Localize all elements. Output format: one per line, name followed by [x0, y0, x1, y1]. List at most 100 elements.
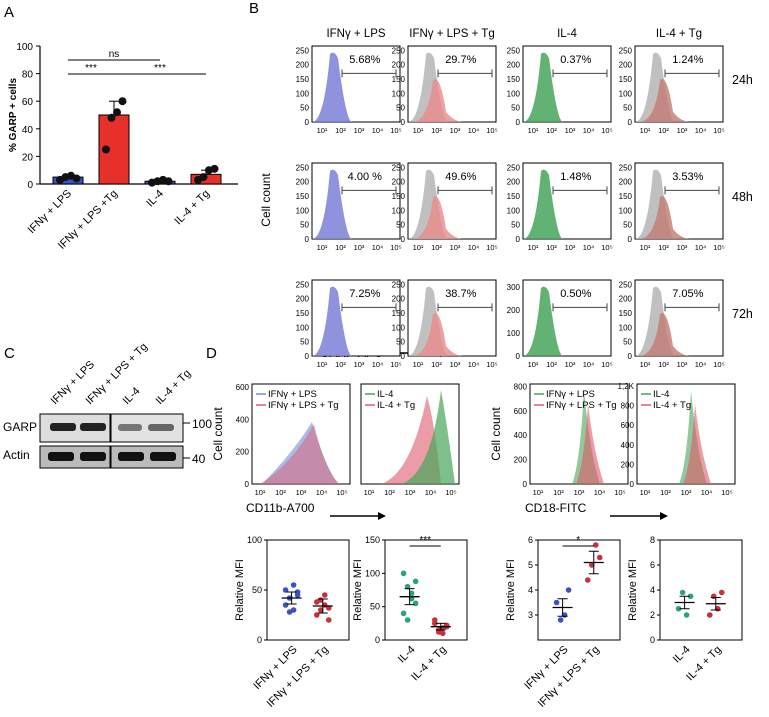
y-tick-label: 200 — [619, 61, 633, 70]
x-tick-label: 10³ — [405, 488, 416, 497]
x-tick-label: 10² — [431, 243, 442, 252]
histogram-peak-overlay — [412, 78, 464, 122]
histogram-peak — [312, 52, 352, 122]
row-label-garp: GARP — [3, 420, 37, 434]
data-point — [400, 570, 407, 577]
y-tick-label: 150 — [392, 309, 406, 318]
x-tick-label: 10³ — [354, 360, 365, 369]
data-point — [557, 617, 564, 623]
legend-label: IFNγ + LPS + Tg — [268, 400, 339, 411]
y-tick-label: 50 — [396, 221, 405, 230]
histogram-2-3: 7.05% 0 50 100 150 200 250 10¹ 10² 10³ 10⁴ 10⁵ — [619, 279, 725, 369]
histogram-peak-overlay — [639, 195, 691, 239]
x-tick-label: 10⁵ — [486, 243, 497, 252]
y-tick-label: 0 — [305, 118, 310, 127]
y-tick-label: 40 — [22, 125, 34, 136]
y-tick-label: 200 — [392, 178, 406, 187]
x-tick-label: 10⁴ — [701, 488, 713, 497]
y-tick-label: 20 — [22, 152, 34, 163]
data-point — [718, 589, 725, 596]
y-tick-label: 0 — [401, 235, 406, 244]
y-tick-label: 0 — [650, 635, 655, 645]
y-tick-label: 50 — [623, 221, 632, 230]
histogram-peak-overlay — [639, 78, 691, 122]
x-tick-label: 10¹ — [317, 126, 328, 135]
y-tick-label: 200 — [514, 456, 528, 465]
y-tick-label: 150 — [619, 309, 633, 318]
y-tick-label: 6 — [650, 560, 655, 570]
y-tick-label: 250 — [619, 163, 633, 172]
x-tick-label: 10² — [384, 488, 395, 497]
y-tick-label: 250 — [296, 280, 310, 289]
histogram-0-0: 5.68% 0 50 100 150 200 250 10¹ 10² 10³ 10⁴ 10⁵ — [296, 45, 402, 135]
legend-label: IFNγ + LPS — [268, 389, 317, 400]
y-tick-label: 200 — [296, 295, 310, 304]
mw-label-100: 100 — [192, 417, 212, 431]
x-tick-label: 10³ — [450, 360, 461, 369]
x-tick-label: 10¹ — [528, 360, 539, 369]
arrow-head — [660, 512, 668, 520]
data-point — [683, 612, 690, 618]
y-tick-label: 200 — [236, 448, 250, 457]
data-point — [317, 607, 324, 613]
x-tick-label: 10⁵ — [390, 126, 401, 135]
significance-label: *** — [154, 63, 166, 74]
y-tick-label: 8 — [650, 535, 655, 545]
y-tick-label: 1,2K — [618, 382, 635, 391]
significance-label: *** — [85, 63, 97, 74]
y-tick-label: 0 — [628, 235, 633, 244]
data-point — [118, 97, 127, 106]
significance-label: *** — [419, 535, 431, 546]
gate-percentage: 1.48% — [560, 171, 591, 183]
plot-frame — [251, 383, 351, 485]
y-tick-label: 2 — [650, 610, 655, 620]
data-point — [282, 587, 289, 593]
gate-percentage: 38.7% — [445, 288, 476, 300]
histogram-peak — [523, 169, 563, 239]
x-tick-label: 10¹ — [640, 360, 651, 369]
plot-frame — [537, 539, 621, 641]
y-tick-label: 200 — [621, 460, 635, 469]
y-tick-label: 100 — [365, 568, 380, 578]
x-tick-label: 10³ — [677, 360, 688, 369]
x-tick-label: 10³ — [450, 126, 461, 135]
x-tick-label: 10⁵ — [601, 360, 612, 369]
histogram-peak — [312, 286, 352, 356]
y-tick-label: 0 — [245, 480, 250, 489]
y-tick-label: 800 — [514, 382, 528, 391]
blot-band — [118, 452, 144, 461]
x-tick-label: 10⁵ — [713, 126, 724, 135]
histogram-peak-overlay — [260, 424, 340, 484]
y-tick-label: 50 — [623, 338, 632, 347]
x-tick-label: 10³ — [565, 126, 576, 135]
data-point — [321, 592, 328, 598]
y-tick-label: 80 — [22, 70, 34, 81]
y-tick-label: 100 — [619, 206, 633, 215]
x-tick-label: 10⁵ — [721, 488, 732, 497]
x-tick-label: 10² — [553, 488, 564, 497]
x-tick-label: 10⁵ — [713, 243, 724, 252]
y-tick-label: 150 — [392, 75, 406, 84]
x-tick-label: 10⁴ — [583, 126, 595, 135]
x-tick-label: 10² — [658, 360, 669, 369]
y-tick-label: 0 — [516, 235, 521, 244]
y-tick-label: 200 — [392, 295, 406, 304]
x-tick-label: 10⁴ — [695, 126, 707, 135]
significance-label: ns — [109, 49, 120, 60]
x-tick-label: 10¹ — [640, 488, 651, 497]
x-tick-label: 10⁴ — [695, 243, 707, 252]
x-tick-label: 10³ — [574, 488, 585, 497]
arrow-head — [378, 512, 386, 520]
x-tick-label: 10⁴ — [594, 488, 606, 497]
x-axis-label: CD11b-A700 — [246, 501, 315, 515]
histogram-peak-overlay — [576, 404, 604, 484]
y-tick-label: 400 — [514, 431, 528, 440]
column-header: IL-4 + Tg — [656, 28, 702, 40]
data-point — [687, 593, 694, 600]
data-point — [412, 600, 419, 607]
column-header: IL-4 — [557, 28, 577, 40]
x-tick-label: 10⁵ — [390, 360, 401, 369]
